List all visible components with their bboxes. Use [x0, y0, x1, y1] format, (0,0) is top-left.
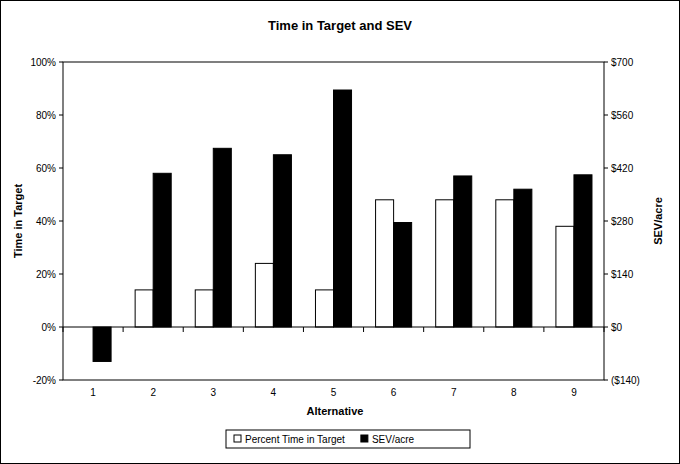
- bar: [436, 200, 454, 327]
- y-tick: [59, 380, 63, 381]
- x-axis: [63, 327, 604, 328]
- bar: [315, 290, 333, 327]
- bar: [273, 155, 291, 327]
- x-tick: [63, 327, 64, 332]
- y-tick-label: 20%: [36, 269, 56, 280]
- chart-border: [1, 1, 680, 464]
- legend-key: [361, 435, 368, 442]
- y-tick-label: -20%: [33, 375, 56, 386]
- x-tick: [243, 327, 244, 332]
- x-tick-label: 2: [150, 387, 156, 398]
- x-tick-label: 6: [391, 387, 397, 398]
- x-tick-label: 7: [451, 387, 457, 398]
- legend-label: Percent Time in Target: [245, 434, 345, 445]
- x-tick-label: 3: [210, 387, 216, 398]
- y-tick-label: 0%: [42, 322, 57, 333]
- y-tick-label: 100%: [30, 57, 56, 68]
- x-tick-label: 5: [331, 387, 337, 398]
- legend: Percent Time in Target SEV/acre: [226, 430, 470, 448]
- y2-tick: [604, 168, 608, 169]
- plot-frame: [63, 62, 604, 380]
- x-tick-label: 9: [571, 387, 577, 398]
- y-tick-label: 80%: [36, 110, 56, 121]
- x-tick: [183, 327, 184, 332]
- x-tick-label: 1: [90, 387, 96, 398]
- bar: [213, 148, 231, 327]
- x-tick: [483, 327, 484, 332]
- bar: [454, 176, 472, 327]
- title: Time in Target and SEV: [268, 18, 412, 33]
- y-tick: [59, 274, 63, 275]
- y2-tick-label: $0: [611, 322, 623, 333]
- bar: [574, 175, 592, 327]
- legend-key: [234, 435, 241, 442]
- y-label: Time in Target: [12, 184, 24, 259]
- y2-label: SEV/acre: [652, 197, 664, 245]
- x-tick: [123, 327, 124, 332]
- bar: [195, 290, 213, 327]
- y2-tick: [604, 115, 608, 116]
- y-tick-label: 40%: [36, 216, 56, 227]
- y-tick: [59, 115, 63, 116]
- bar: [255, 263, 273, 327]
- x-tick: [363, 327, 364, 332]
- y2-tick: [604, 221, 608, 222]
- x-tick: [604, 327, 605, 332]
- legend-box: [226, 430, 470, 448]
- y2-tick-label: $560: [611, 110, 634, 121]
- legend-label: SEV/acre: [372, 434, 415, 445]
- bar: [394, 223, 412, 327]
- bar: [93, 327, 111, 361]
- y-tick: [59, 168, 63, 169]
- y2-tick: [604, 274, 608, 275]
- bar: [153, 173, 171, 327]
- y-tick: [59, 62, 63, 63]
- bar: [376, 200, 394, 327]
- bar: [556, 226, 574, 327]
- y2-tick-label: $700: [611, 57, 634, 68]
- y2-tick-label: $420: [611, 163, 634, 174]
- y2-tick: [604, 327, 608, 328]
- y2-tick-label: $140: [611, 269, 634, 280]
- y-tick-label: 60%: [36, 163, 56, 174]
- x-tick: [543, 327, 544, 332]
- bars: [93, 90, 592, 361]
- y2-tick-label: ($140): [611, 375, 640, 386]
- y2-tick: [604, 380, 608, 381]
- bar: [496, 200, 514, 327]
- x-tick-label: 4: [271, 387, 277, 398]
- x-tick: [303, 327, 304, 332]
- chart: Time in Target and SEV -20% 0% 20% 40% 60% 80%…: [0, 0, 680, 464]
- y-tick: [59, 327, 63, 328]
- y2-tick-label: $280: [611, 216, 634, 227]
- x-label: Alternative: [307, 405, 364, 417]
- y2-tick: [604, 62, 608, 63]
- x-tick-label: 8: [511, 387, 517, 398]
- bar: [514, 189, 532, 327]
- y-tick: [59, 221, 63, 222]
- bar: [334, 90, 352, 327]
- x-tick: [423, 327, 424, 332]
- bar: [135, 290, 153, 327]
